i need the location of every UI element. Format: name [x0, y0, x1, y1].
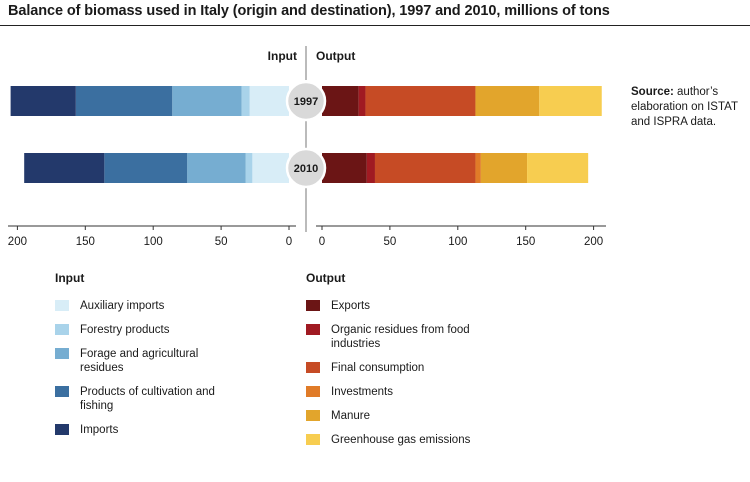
bar-input-1997-auxiliary-imports [249, 86, 289, 116]
bar-input-2010-forestry-products [245, 153, 253, 183]
bar-output-1997-manure [475, 86, 540, 116]
bar-input-2010-imports [24, 153, 105, 183]
output-legend-swatch-exports [306, 300, 320, 311]
input-tick-label-0: 0 [286, 236, 292, 248]
input-legend-label-forestry-products: Forestry products [80, 324, 170, 336]
output-legend-label-exports: Exports [331, 300, 370, 312]
source-text: author’s elaboration on ISTAT and ISPRA … [631, 86, 738, 128]
input-legend-item-auxiliary-imports: Auxiliary imports [55, 299, 225, 313]
output-legend-swatch-organic-residues-from-food-industries [306, 324, 320, 335]
bar-output-1997-exports [322, 86, 359, 116]
input-tick-label-150: 150 [76, 236, 95, 248]
butterfly-chart: Input Output 1997 2010 200 150 100 50 0 0 50 100 150… [8, 46, 606, 248]
bar-output-1997-organic-residues-from-food-industries [358, 86, 366, 116]
input-legend-label-products-of-cultivation-and-fishing: Products of cultivation and fishing [80, 386, 215, 412]
bar-output-1997-final-consumption [365, 86, 476, 116]
input-tick-label-200: 200 [8, 236, 27, 248]
year-badge-2010 [285, 147, 327, 189]
bar-output-2010-exports [322, 153, 367, 183]
bar-output-2010-greenhouse-gas-emissions [527, 153, 589, 183]
year-badge-1997 [285, 80, 327, 122]
input-legend-label-imports: Imports [80, 424, 119, 436]
input-legend-item-imports: Imports [55, 423, 225, 437]
output-legend-item-organic-residues-from-food-industries: Organic residues from food industries [306, 323, 476, 351]
output-tick-label-100: 100 [448, 236, 467, 248]
input-legend-swatch-auxiliary-imports [55, 300, 69, 311]
input-legend: Input Auxiliary imports Forestry products… [55, 271, 225, 447]
output-legend-label-organic-residues-from-food-industries: Organic residues from food industries [331, 324, 470, 350]
input-tick-label-50: 50 [215, 236, 228, 248]
output-legend-swatch-greenhouse-gas-emissions [306, 434, 320, 445]
input-legend-swatch-products-of-cultivation-and-fishing [55, 386, 69, 397]
title-divider [0, 25, 750, 26]
output-header: Output [316, 49, 355, 63]
output-legend: Output Exports Organic residues from food… [306, 271, 476, 457]
input-tick-label-100: 100 [144, 236, 163, 248]
input-legend-swatch-imports [55, 424, 69, 435]
input-legend-swatch-forestry-products [55, 324, 69, 335]
output-legend-item-investments: Investments [306, 385, 476, 399]
bar-input-2010-auxiliary-imports [252, 153, 289, 183]
output-legend-swatch-final-consumption [306, 362, 320, 373]
input-legend-label-forage-and-agricultural-residues: Forage and agricultural residues [80, 348, 199, 374]
input-legend-swatch-forage-and-agricultural-residues [55, 348, 69, 359]
bar-output-2010-final-consumption [374, 153, 476, 183]
bar-input-1997-products-of-cultivation-and-fishing [75, 86, 173, 116]
output-legend-title: Output [306, 271, 346, 285]
output-legend-label-greenhouse-gas-emissions: Greenhouse gas emissions [331, 434, 471, 446]
source-note: Source: author’s elaboration on ISTAT an… [631, 85, 746, 130]
output-legend-item-final-consumption: Final consumption [306, 361, 476, 375]
bar-input-1997-imports [10, 86, 76, 116]
input-legend-item-forestry-products: Forestry products [55, 323, 225, 337]
year-label-2010: 2010 [294, 163, 318, 175]
output-legend-item-manure: Manure [306, 409, 476, 423]
output-tick-label-200: 200 [584, 236, 603, 248]
output-tick-label-150: 150 [516, 236, 535, 248]
output-legend-label-final-consumption: Final consumption [331, 362, 425, 374]
bar-input-2010-products-of-cultivation-and-fishing [104, 153, 188, 183]
input-legend-item-forage-and-agricultural-residues: Forage and agricultural residues [55, 347, 225, 375]
bar-input-1997-forage-and-agricultural-residues [172, 86, 242, 116]
input-legend-label-auxiliary-imports: Auxiliary imports [80, 300, 165, 312]
bar-output-2010-investments [475, 153, 481, 183]
bar-output-1997-greenhouse-gas-emissions [539, 86, 602, 116]
year-label-1997: 1997 [294, 96, 318, 108]
input-legend-items: Auxiliary imports Forestry products Forage… [55, 299, 225, 437]
bar-input-2010-forage-and-agricultural-residues [187, 153, 246, 183]
output-legend-items: Exports Organic residues from food indust… [306, 299, 476, 447]
input-legend-title: Input [55, 271, 85, 285]
output-legend-label-manure: Manure [331, 410, 370, 422]
input-header: Input [268, 49, 297, 63]
output-tick-label-0: 0 [319, 236, 325, 248]
source-label: Source: [631, 86, 674, 98]
bar-output-2010-manure [480, 153, 528, 183]
chart-title: Balance of biomass used in Italy (origin… [8, 3, 610, 19]
output-legend-swatch-manure [306, 410, 320, 421]
bar-output-2010-organic-residues-from-food-industries [366, 153, 375, 183]
output-legend-label-investments: Investments [331, 386, 393, 398]
output-legend-swatch-investments [306, 386, 320, 397]
bar-input-1997-forestry-products [241, 86, 250, 116]
output-legend-item-exports: Exports [306, 299, 476, 313]
output-tick-label-50: 50 [384, 236, 397, 248]
input-legend-item-products-of-cultivation-and-fishing: Products of cultivation and fishing [55, 385, 225, 413]
output-legend-item-greenhouse-gas-emissions: Greenhouse gas emissions [306, 433, 476, 447]
